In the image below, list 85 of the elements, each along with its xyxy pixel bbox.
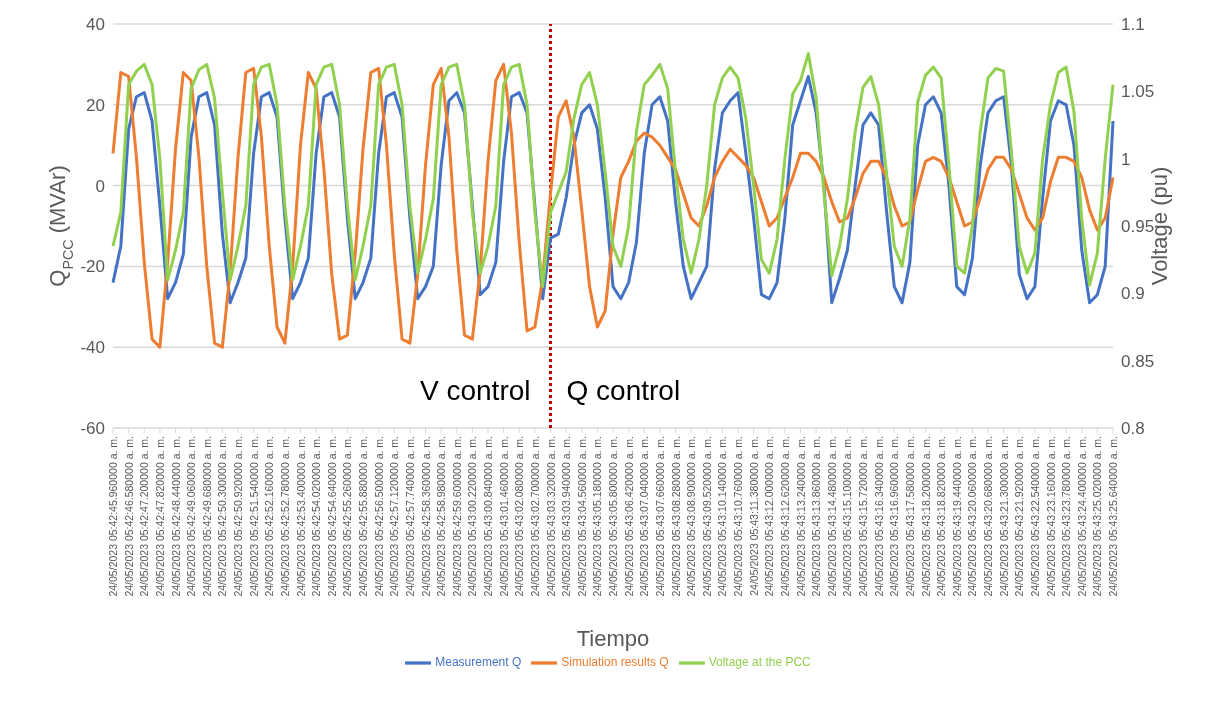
x-tick-label: 24/05/2023 05:43:21.920000 a. m. [1013,436,1026,597]
legend-label: Measurement Q [435,655,522,670]
y2-tick-label: 1.1 [1121,15,1145,35]
x-tick-label: 24/05/2023 05:42:53.400000 a. m. [294,436,307,597]
x-tick-label: 24/05/2023 05:43:25.640000 a. m. [1107,436,1119,597]
x-tick-label: 24/05/2023 05:43:25.020000 a. m. [1091,436,1104,597]
y2-tick-label: 1.05 [1121,82,1155,102]
x-tick-label: 24/05/2023 05:43:22.540000 a. m. [1028,436,1041,597]
x-tick-label: 24/05/2023 05:42:46.580000 a. m. [122,436,135,597]
x-tick-label: 24/05/2023 05:42:57.740000 a. m. [403,436,416,597]
x-tick-label: 24/05/2023 05:42:50.300000 a. m. [216,436,229,597]
x-tick-label: 24/05/2023 05:43:07.040000 a. m. [638,436,651,597]
x-tick-label: 24/05/2023 05:43:18.200000 a. m. [919,436,932,597]
x-tick-label: 24/05/2023 05:43:00.840000 a. m. [482,436,494,597]
y-tick-label: -60 [80,419,105,439]
y-tick-label: -20 [80,257,105,277]
x-tick-label: 24/05/2023 05:42:50.920000 a. m. [232,436,244,597]
y2-tick-label: 1 [1121,149,1131,169]
x-tick-label: 24/05/2023 05:43:13.860000 a. m. [810,436,823,597]
x-tick-label: 24/05/2023 05:43:04.560000 a. m. [575,436,588,597]
x-tick-label: 24/05/2023 05:43:16.340000 a. m. [872,436,885,597]
legend-label: Simulation results Q [561,655,669,670]
x-tick-label: 24/05/2023 05:42:49.060000 a. m. [185,436,198,597]
y2-tick-label: 0.85 [1121,351,1155,371]
line-series [111,52,1115,289]
x-tick-label: 24/05/2023 05:43:15.720000 a. m. [857,436,869,597]
x-tick-label: 24/05/2023 05:43:08.280000 a. m. [669,436,682,597]
legend-label: Voltage at the PCC [708,655,811,670]
y-tick-label: -40 [80,338,105,358]
x-tick-label: 24/05/2023 05:42:58.980000 a. m. [435,436,448,597]
annotation: V control [420,375,531,406]
x-tick-label: 24/05/2023 05:42:47.200000 a. m. [138,436,151,597]
x-tick-label: 24/05/2023 05:42:52.780000 a. m. [278,436,291,597]
y-tick-label: 40 [86,15,105,35]
x-tick-label: 24/05/2023 05:43:23.160000 a. m. [1044,436,1057,597]
x-tick-label: 24/05/2023 05:43:21.300000 a. m. [997,436,1010,597]
x-tick-label: 24/05/2023 05:43:15.100000 a. m. [841,436,854,597]
x-tick-label: 24/05/2023 05:43:09.520000 a. m. [700,436,713,597]
x-tick-label: 24/05/2023 05:43:20.060000 a. m. [966,436,979,597]
x-tick-label: 24/05/2023 05:43:10.140000 a. m. [716,436,729,597]
x-tick-label: 24/05/2023 05:42:55.260000 a. m. [341,436,354,597]
x-tick-label: 24/05/2023 05:43:20.680000 a. m. [982,436,994,597]
x-tick-label: 24/05/2023 05:42:52.160000 a. m. [263,436,276,597]
y-tick-label: 0 [95,176,105,196]
x-tick-label: 24/05/2023 05:43:13.240000 a. m. [794,436,807,597]
x-tick-label: 24/05/2023 05:42:51.540000 a. m. [247,436,260,597]
y2-tick-label: 0.8 [1121,419,1145,439]
x-tick-label: 24/05/2023 05:42:56.500000 a. m. [372,436,385,597]
x-tick-label: 24/05/2023 05:42:58.360000 a. m. [419,436,432,597]
x-tick-label: 24/05/2023 05:43:24.400000 a. m. [1075,436,1088,597]
x-tick-label: 24/05/2023 05:43:17.580000 a. m. [903,436,916,597]
x-tick-label: 24/05/2023 05:42:48.440000 a. m. [169,436,182,597]
x-tick-label: 24/05/2023 05:43:00.220000 a. m. [466,436,479,597]
x-tick-label: 24/05/2023 05:42:47.820000 a. m. [153,436,166,597]
x-tick-label: 24/05/2023 05:43:06.420000 a. m. [622,436,635,597]
x-tick-label: 24/05/2023 05:42:54.640000 a. m. [325,436,338,597]
x-tick-label: 24/05/2023 05:43:19.440000 a. m. [950,436,963,597]
x-tick-label: 24/05/2023 05:43:12.620000 a. m. [778,436,791,597]
x-tick-label: 24/05/2023 05:43:18.820000 a. m. [935,436,948,597]
x-tick-label: 24/05/2023 05:43:03.940000 a. m. [560,436,573,597]
x-tick-label: 24/05/2023 05:43:03.320000 a. m. [544,436,557,597]
x-tick-label: 24/05/2023 05:42:55.880000 a. m. [357,436,369,597]
x-tick-label: 24/05/2023 05:43:08.900000 a. m. [685,436,698,597]
x-tick-label: 24/05/2023 05:43:16.960000 a. m. [888,436,901,597]
x-tick-label: 24/05/2023 05:43:02.700000 a. m. [528,436,541,597]
x-tick-label: 24/05/2023 05:43:14.480000 a. m. [825,436,838,597]
x-tick-label: 24/05/2023 05:42:59.600000 a. m. [450,436,463,597]
annotation: Q control [566,375,681,406]
x-tick-label: 24/05/2023 05:42:57.120000 a. m. [388,436,401,597]
x-axis-title: Tiempo [576,626,650,651]
y-tick-label: 20 [86,95,105,115]
x-tick-label: 24/05/2023 05:43:01.460000 a. m. [497,436,510,597]
line-series [111,62,1115,349]
x-tick-label: 24/05/2023 05:42:45.960000 a. m. [107,436,119,597]
y2-tick-label: 0.9 [1121,284,1145,304]
x-tick-label: 24/05/2023 05:43:23.780000 a. m. [1060,436,1073,597]
x-tick-label: 24/05/2023 05:42:49.680000 a. m. [200,436,213,597]
x-tick-label: 24/05/2023 05:43:07.660000 a. m. [653,436,666,597]
x-tick-label: 24/05/2023 05:43:12.000000 a. m. [763,436,776,597]
x-tick-label: 24/05/2023 05:42:54.020000 a. m. [310,436,323,597]
x-tick-label: 24/05/2023 05:43:05.180000 a. m. [591,436,604,597]
x-tick-label: 24/05/2023 05:43:05.800000 a. m. [607,436,619,597]
x-tick-label: 24/05/2023 05:43:02.080000 a. m. [513,436,526,597]
x-tick-label: 24/05/2023 05:43:11.380000 a. m. [747,436,760,596]
x-tick-label: 24/05/2023 05:43:10.760000 a. m. [732,436,744,597]
